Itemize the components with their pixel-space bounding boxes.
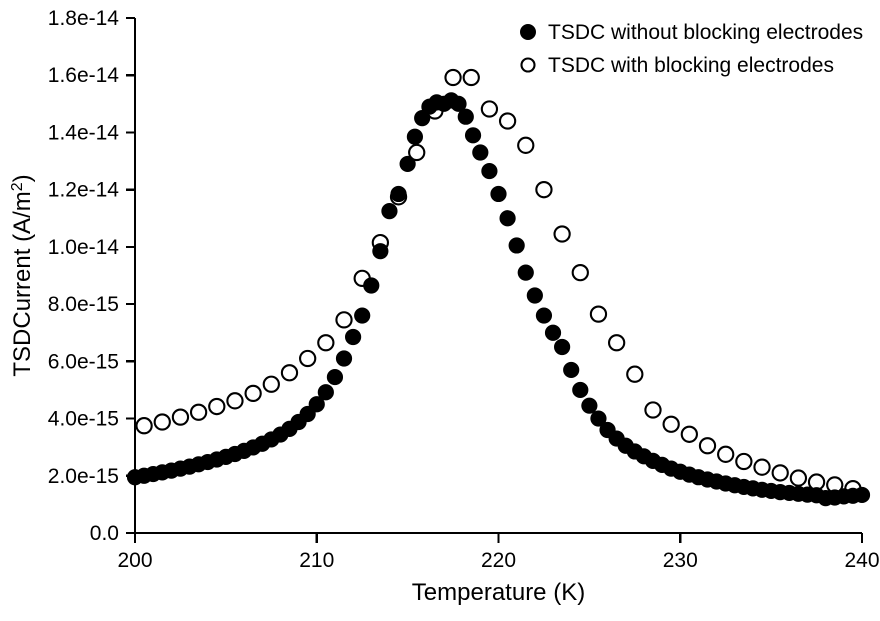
data-point-filled: [457, 108, 474, 125]
data-point-filled: [526, 287, 543, 304]
x-axis-tick-labels: 200 210 220 230 240: [117, 549, 879, 572]
data-point-open: [771, 464, 789, 482]
data-point-open: [662, 415, 680, 433]
data-point-open: [607, 334, 626, 352]
data-point-open: [444, 68, 462, 87]
legend-item-label: TSDC with blocking electrodes: [548, 54, 834, 77]
data-point-open: [208, 397, 226, 416]
data-point-filled: [490, 185, 507, 203]
y-axis-tick-labels: 0.0 2.0e-15 4.0e-15 6.0e-15 8.0e-15 1.0e-14 1.…: [48, 7, 120, 545]
data-point-open: [571, 263, 589, 282]
data-point-open: [717, 445, 735, 463]
y-tick-label: 0.0: [90, 522, 119, 545]
data-point-open: [753, 458, 771, 476]
data-point-filled: [517, 264, 534, 281]
y-axis-title: TSDCurrent (A/m2): [9, 174, 37, 376]
data-point-open: [171, 408, 190, 426]
data-point-filled: [381, 203, 398, 220]
data-point-filled: [399, 155, 416, 173]
data-point-open: [408, 143, 426, 162]
y-tick-label: 2.0e-15: [48, 465, 119, 488]
x-axis-title: Temperature (K): [412, 579, 585, 606]
data-point-filled: [581, 397, 598, 414]
data-point-open: [680, 425, 698, 443]
axis-titles: Temperature (K) TSDCurrent (A/m2): [9, 174, 586, 606]
series-tsdc-without-blocking-electrodes: [126, 92, 871, 507]
data-point-open: [789, 469, 808, 487]
y-tick-label: 1.8e-14: [48, 7, 120, 30]
data-point-open: [280, 364, 299, 382]
data-point-filled: [508, 237, 525, 254]
data-point-filled: [354, 307, 371, 324]
y-tick-label: 1.2e-14: [48, 179, 120, 202]
data-point-open: [462, 68, 480, 87]
data-point-filled: [414, 110, 431, 127]
data-point-filled: [472, 144, 489, 161]
data-point-open: [226, 392, 244, 410]
data-point-open: [262, 375, 280, 393]
data-point-filled: [554, 338, 571, 356]
data-point-open: [535, 181, 553, 199]
data-point-open: [153, 413, 171, 431]
data-point-open: [135, 417, 153, 435]
data-point-open: [317, 334, 335, 352]
series-tsdc-with-blocking-electrodes: [135, 68, 862, 498]
data-point-filled: [326, 368, 344, 386]
x-tick-label: 210: [299, 549, 334, 572]
x-tick-label: 220: [481, 549, 516, 572]
data-point-open: [698, 437, 717, 455]
data-point-open: [299, 349, 317, 368]
x-tick-label: 240: [844, 549, 879, 572]
data-point-filled: [464, 127, 482, 144]
data-point-filled: [853, 486, 871, 504]
legend-marker-filled: [520, 24, 536, 40]
data-point-filled: [544, 324, 562, 341]
data-point-open: [498, 112, 517, 130]
data-point-filled: [308, 396, 325, 413]
data-point-open: [553, 225, 571, 243]
data-point-filled: [335, 350, 353, 367]
data-point-filled: [406, 128, 423, 145]
data-point-filled: [563, 361, 580, 379]
data-point-filled: [535, 307, 553, 324]
data-point-open: [335, 311, 353, 329]
data-point-filled: [481, 162, 498, 180]
data-point-open: [589, 305, 608, 323]
data-point-filled: [345, 328, 362, 346]
y-tick-label: 1.0e-14: [48, 236, 120, 259]
data-point-open: [480, 100, 499, 118]
legend-marker-open: [520, 57, 536, 73]
x-tick-label: 230: [663, 549, 698, 572]
data-point-open: [517, 136, 535, 154]
y-tick-label: 1.4e-14: [48, 121, 120, 144]
x-tick-label: 200: [117, 549, 152, 572]
data-point-filled: [372, 243, 389, 260]
data-point-open: [626, 365, 644, 383]
y-tick-label: 4.0e-15: [48, 408, 119, 431]
data-point-filled: [317, 384, 334, 401]
data-point-open: [735, 452, 753, 471]
y-tick-label: 6.0e-15: [48, 350, 119, 373]
data-point-filled: [390, 185, 407, 203]
y-tick-label: 8.0e-15: [48, 293, 119, 316]
data-point-filled: [499, 210, 516, 227]
legend-item-label: TSDC without blocking electrodes: [548, 21, 863, 44]
axis-ticks: [126, 16, 864, 543]
chart-legend: TSDC without blocking electrodes TSDC wit…: [520, 21, 863, 77]
data-point-filled: [363, 277, 380, 294]
data-point-open: [644, 401, 662, 419]
y-tick-label: 1.6e-14: [48, 64, 120, 87]
data-point-open: [189, 403, 208, 421]
data-point-filled: [590, 410, 607, 427]
data-point-filled: [450, 95, 467, 112]
data-point-filled: [572, 381, 589, 399]
data-point-open: [244, 384, 262, 403]
